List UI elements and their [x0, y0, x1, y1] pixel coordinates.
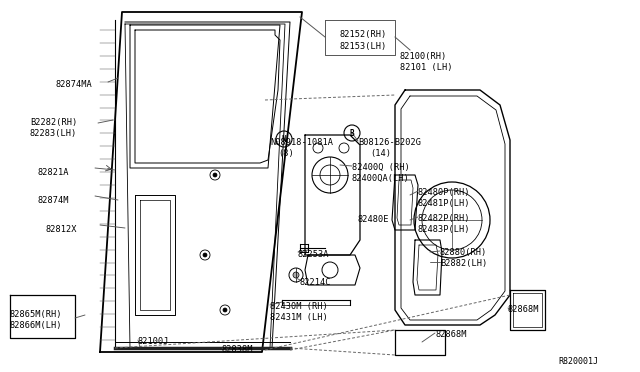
Text: 82431M (LH): 82431M (LH) — [270, 313, 328, 322]
Text: 82283(LH): 82283(LH) — [30, 129, 77, 138]
Text: B2282(RH): B2282(RH) — [30, 118, 77, 127]
Text: 82866M(LH): 82866M(LH) — [10, 321, 63, 330]
Circle shape — [293, 272, 299, 278]
Text: 82865M(RH): 82865M(RH) — [10, 310, 63, 319]
Text: B2882(LH): B2882(LH) — [440, 259, 487, 268]
Text: (8): (8) — [278, 149, 294, 158]
Text: 82153(LH): 82153(LH) — [340, 42, 387, 51]
Text: 82812X: 82812X — [45, 225, 77, 234]
Text: 82821A: 82821A — [38, 168, 70, 177]
Text: N08918-1081A: N08918-1081A — [270, 138, 333, 147]
Text: 82874M: 82874M — [38, 196, 70, 205]
Circle shape — [203, 253, 207, 257]
Text: 82880(RH): 82880(RH) — [440, 248, 487, 257]
Text: R820001J: R820001J — [558, 357, 598, 366]
Text: (14): (14) — [370, 149, 391, 158]
Text: 82482P(RH): 82482P(RH) — [418, 214, 470, 223]
Text: 82152(RH): 82152(RH) — [340, 30, 387, 39]
Text: 82483P(LH): 82483P(LH) — [418, 225, 470, 234]
Text: B08126-B202G: B08126-B202G — [358, 138, 421, 147]
Text: 82874MA: 82874MA — [55, 80, 92, 89]
Text: 82400QA(LH): 82400QA(LH) — [352, 174, 410, 183]
Text: B: B — [349, 128, 355, 138]
Circle shape — [223, 308, 227, 312]
Text: 82400Q (RH): 82400Q (RH) — [352, 163, 410, 172]
Text: 82480P(RH): 82480P(RH) — [418, 188, 470, 197]
Text: 82481P(LH): 82481P(LH) — [418, 199, 470, 208]
Text: 82100J: 82100J — [138, 337, 170, 346]
Text: 82101 (LH): 82101 (LH) — [400, 63, 452, 72]
Text: 82480E: 82480E — [358, 215, 390, 224]
Text: 82838M: 82838M — [222, 345, 253, 354]
Text: N: N — [282, 135, 286, 144]
Text: 82100(RH): 82100(RH) — [400, 52, 447, 61]
Text: 82214C: 82214C — [300, 278, 332, 287]
Text: 82253A: 82253A — [298, 250, 330, 259]
Text: 82868M: 82868M — [435, 330, 467, 339]
Text: 82430M (RH): 82430M (RH) — [270, 302, 328, 311]
Text: 82868M: 82868M — [508, 305, 540, 314]
Circle shape — [213, 173, 217, 177]
